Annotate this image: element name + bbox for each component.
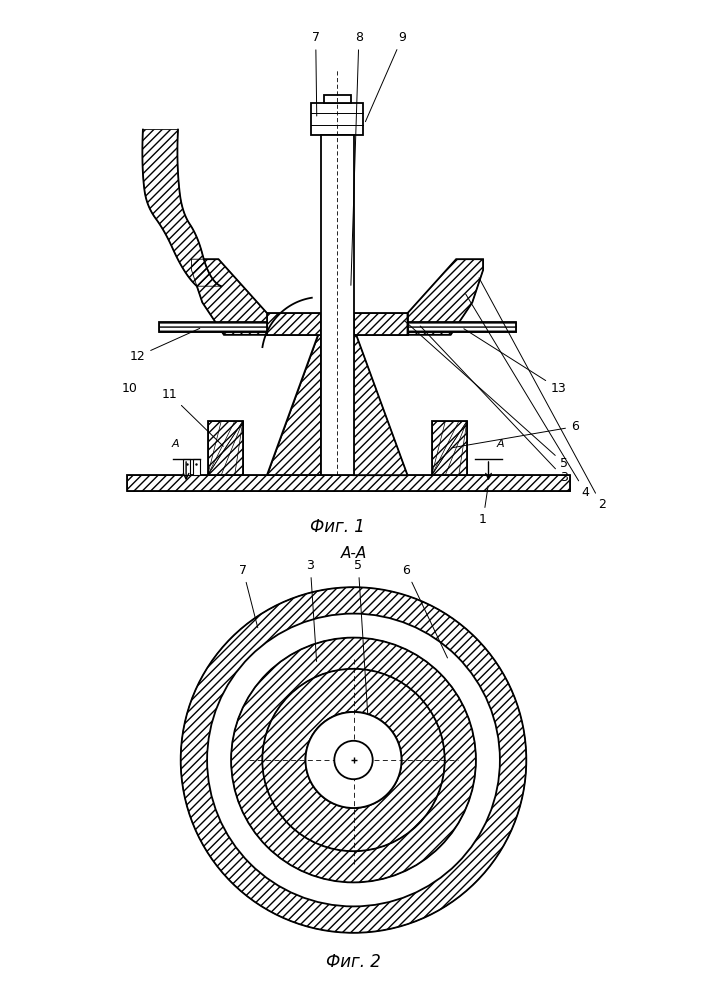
Text: Фиг. 2: Фиг. 2 [326,953,381,971]
Circle shape [334,741,373,779]
Text: 4: 4 [466,294,590,499]
Text: А-А: А-А [340,546,367,561]
Circle shape [207,614,500,906]
Text: 9: 9 [366,31,406,122]
Bar [193,459,199,475]
Polygon shape [267,313,321,335]
Circle shape [181,587,526,933]
Text: 3: 3 [306,559,317,661]
Bar [159,322,267,332]
Bar [159,322,267,332]
Polygon shape [354,335,407,475]
Text: А: А [172,439,179,449]
Text: 12: 12 [129,328,200,363]
Polygon shape [407,259,483,335]
Text: 1: 1 [479,486,488,526]
Bar [183,459,190,475]
Bar [407,322,515,332]
Bar [311,103,363,135]
Text: 6: 6 [402,564,448,658]
Circle shape [305,712,402,808]
Text: 5: 5 [354,559,368,714]
Text: 7: 7 [312,31,320,116]
Text: 2: 2 [479,278,606,511]
Polygon shape [142,130,221,286]
Text: А: А [496,439,504,449]
Text: 3: 3 [420,326,568,484]
Text: 13: 13 [464,329,566,395]
Text: 6: 6 [452,420,579,448]
Text: 10: 10 [122,382,137,395]
Polygon shape [127,475,570,491]
Circle shape [305,712,402,808]
Text: 7: 7 [239,564,258,628]
Polygon shape [192,259,267,335]
Bar [324,95,351,103]
Polygon shape [432,421,467,475]
Circle shape [231,638,476,882]
Polygon shape [208,421,243,475]
Text: 8: 8 [351,31,363,285]
Bar [321,135,354,475]
Circle shape [262,669,445,851]
Polygon shape [354,313,407,335]
Text: Фиг. 1: Фиг. 1 [310,518,365,536]
Bar [407,322,515,332]
Polygon shape [267,335,321,475]
Text: 11: 11 [162,388,223,446]
Text: 5: 5 [404,320,568,470]
